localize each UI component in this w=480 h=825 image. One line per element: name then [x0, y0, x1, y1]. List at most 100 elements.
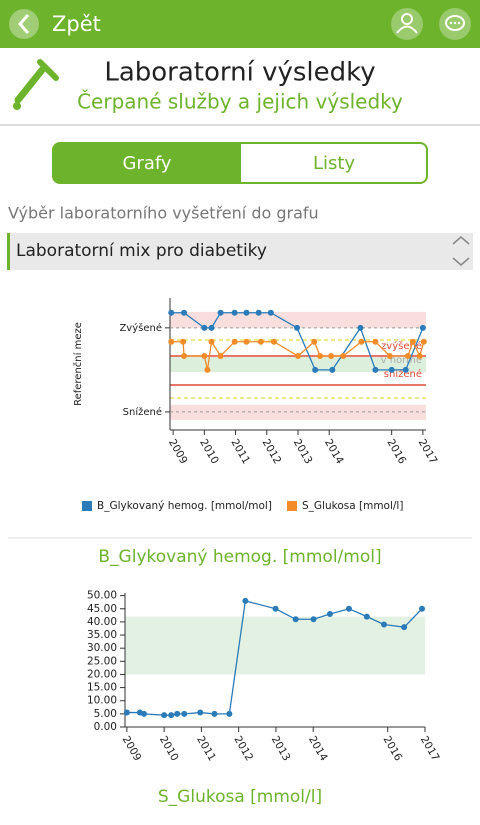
data-point [231, 338, 238, 345]
data-point [372, 366, 379, 373]
tab-label[interactable]: Listy [313, 153, 355, 174]
y-tick-label: 50.00 [87, 590, 117, 602]
data-point [181, 353, 188, 360]
data-point [168, 338, 175, 345]
data-point [312, 366, 319, 373]
data-point [267, 309, 274, 316]
x-tick-label: 2013 [269, 734, 293, 763]
data-point [141, 710, 148, 717]
y-axis-label: Referenční meze [72, 322, 84, 406]
data-point [231, 309, 238, 316]
data-point [310, 616, 317, 623]
x-tick-label: 2011 [228, 437, 252, 466]
data-point [181, 710, 188, 717]
x-tick-label: 2014 [322, 437, 346, 466]
y-tick-label: Snížené [123, 406, 162, 418]
page-subtitle: Čerpané služby a jejich výsledky [77, 90, 403, 114]
data-point [386, 353, 393, 360]
x-tick-label: 2014 [306, 734, 330, 763]
y-tick-label: 15.00 [87, 682, 117, 694]
legend-label: B_Glykovaný hemog. [mmol/mol] [97, 500, 272, 512]
data-point [217, 353, 224, 360]
reference-band [170, 356, 426, 372]
data-point [420, 338, 427, 345]
data-point [419, 324, 426, 331]
data-point [168, 712, 175, 719]
data-point [243, 309, 250, 316]
data-point [329, 366, 336, 373]
profile-icon[interactable] [391, 8, 423, 40]
x-tick-label: 2009 [120, 734, 144, 763]
data-point [211, 710, 218, 717]
data-point [326, 611, 333, 618]
data-point [328, 353, 335, 360]
data-point [372, 338, 379, 345]
data-point [161, 712, 168, 719]
data-point [416, 353, 423, 360]
data-point [181, 309, 188, 316]
y-tick-label: 30.00 [87, 642, 117, 654]
data-point [217, 309, 224, 316]
data-point [204, 366, 211, 373]
y-tick-label: 10.00 [87, 695, 117, 707]
x-tick-label: 2013 [291, 437, 315, 466]
data-point [257, 338, 264, 345]
data-point [168, 309, 175, 316]
data-point [197, 709, 204, 716]
chart-title: B_Glykovaný hemog. [mmol/mol] [98, 547, 381, 567]
x-tick-label: 2010 [197, 437, 221, 466]
data-point [123, 709, 130, 716]
back-button[interactable]: Zpět [9, 9, 101, 39]
x-tick-label: 2016 [381, 734, 405, 763]
chat-icon[interactable] [439, 8, 471, 40]
data-point [243, 338, 250, 345]
legend-swatch [287, 501, 297, 511]
reference-band [125, 616, 425, 675]
y-tick-label: 0.00 [94, 721, 117, 733]
x-tick-label: 2009 [166, 437, 190, 466]
data-point [317, 353, 324, 360]
data-point [174, 710, 181, 717]
data-point [401, 624, 408, 631]
data-point [201, 324, 208, 331]
data-point [226, 710, 233, 717]
selector[interactable] [7, 233, 473, 270]
x-tick-label: 2012 [260, 437, 284, 466]
data-point [255, 309, 262, 316]
data-point [292, 616, 299, 623]
y-tick-label: 20.00 [87, 668, 117, 680]
data-point [201, 353, 208, 360]
x-tick-label: 2016 [384, 437, 408, 466]
app-bar [0, 0, 480, 48]
data-point [402, 366, 409, 373]
data-point [381, 621, 388, 628]
reference-band [170, 311, 426, 328]
data-point [363, 613, 370, 620]
data-point [294, 324, 301, 331]
selector-arrows [452, 236, 470, 266]
selector-value[interactable]: Laboratorní mix pro diabetiky [16, 241, 267, 261]
data-point [345, 605, 352, 612]
data-point [340, 353, 347, 360]
tab-active[interactable] [53, 143, 241, 183]
data-point [311, 338, 318, 345]
legend-swatch [82, 501, 92, 511]
data-point [388, 366, 395, 373]
y-tick-label: 5.00 [94, 708, 117, 720]
data-point [272, 605, 279, 612]
y-tick-label: 40.00 [87, 616, 117, 628]
y-tick-label: Zvýšené [119, 322, 162, 334]
selector-accent [7, 233, 10, 270]
y-tick-label: 25.00 [87, 655, 117, 667]
legend-label: S_Glukosa [mmol/l] [302, 500, 403, 512]
chart-title: S_Glukosa [mmol/l] [158, 787, 322, 807]
data-point [409, 338, 416, 345]
data-point [358, 338, 365, 345]
dropper-icon [13, 59, 59, 110]
data-point [357, 324, 364, 331]
x-tick-label: 2011 [194, 734, 218, 763]
y-tick-label: 45.00 [87, 603, 117, 615]
y-tick-label: 35.00 [87, 629, 117, 641]
tab-label[interactable]: Grafy [122, 153, 171, 174]
